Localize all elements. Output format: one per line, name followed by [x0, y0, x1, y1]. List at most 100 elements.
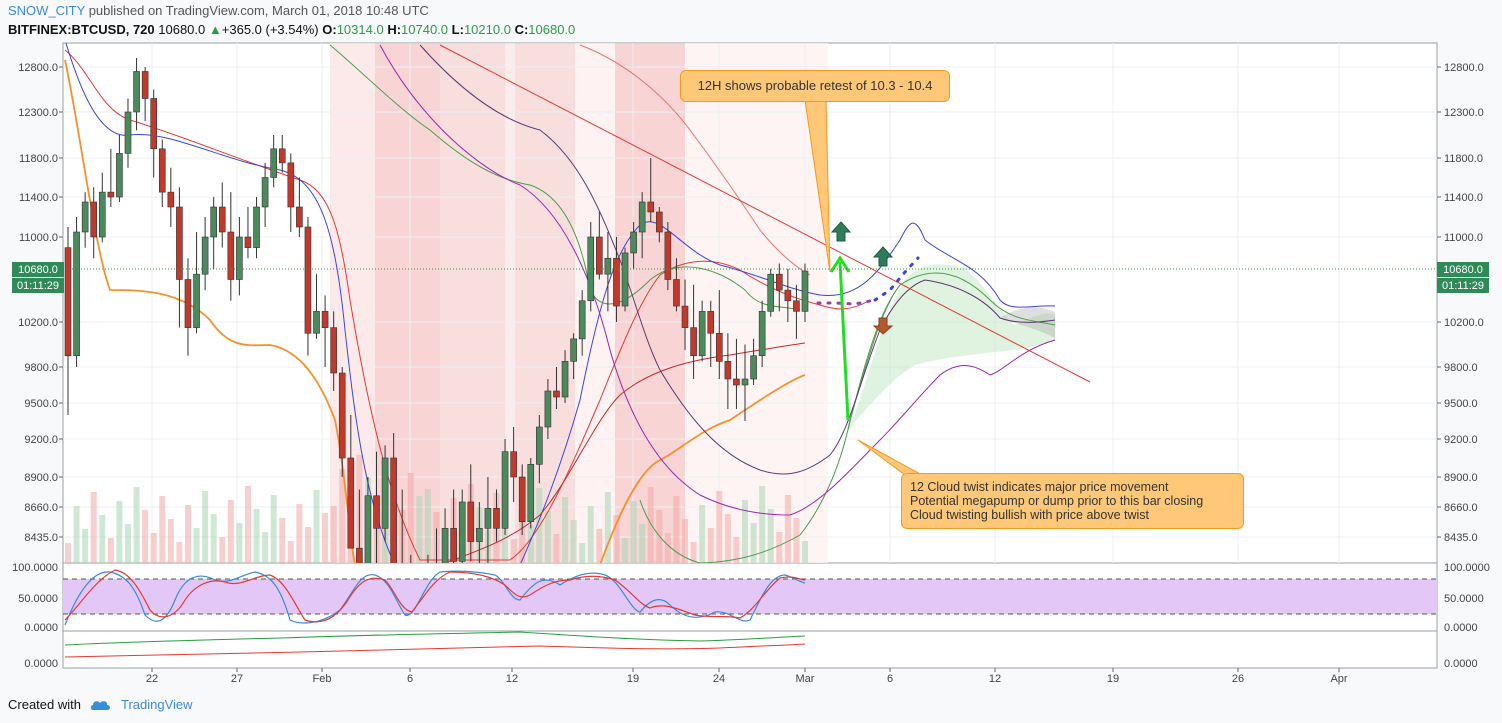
candle-body — [698, 311, 706, 357]
candle-body — [347, 457, 355, 549]
high-value: 10740.0 — [401, 22, 449, 37]
volume-bar — [184, 505, 191, 563]
up-arrow-icon — [830, 221, 852, 242]
green-move-arrowhead — [829, 255, 851, 273]
last-price: 10680.0 — [158, 22, 206, 37]
price-tick-label: 12800.0 — [1444, 62, 1484, 74]
candle-body — [90, 201, 98, 238]
red-envelope-line — [64, 49, 871, 561]
volume-bar — [159, 496, 166, 563]
volume-bar — [107, 538, 114, 563]
volume-bar — [116, 501, 123, 563]
candle-body — [707, 311, 715, 334]
volume-bar — [99, 515, 106, 563]
volume-bar — [630, 501, 637, 563]
candle-body — [784, 289, 792, 302]
candle-body — [758, 311, 766, 357]
candle-body — [716, 332, 723, 362]
up-arrow-icon — [872, 246, 894, 267]
price-tick-label: 8900.0 — [1444, 472, 1478, 484]
candle-body — [501, 451, 509, 529]
volume-bar — [776, 532, 783, 563]
tradingview-cloud-icon[interactable] — [89, 698, 113, 712]
price-tick-label: 11000.0 — [19, 232, 58, 244]
candle-body — [673, 279, 680, 307]
volume-bar — [553, 534, 560, 563]
volume-bar — [587, 506, 594, 563]
volume-bar — [142, 510, 149, 563]
candle-body — [167, 191, 175, 208]
candle-body — [321, 311, 329, 328]
left-price-axis: 12800.0 12300.0 11800.0 11400.0 11000.0 10200… — [18, 62, 63, 544]
osc-tick-label: 50.0000 — [18, 593, 58, 605]
volume-bar — [296, 504, 303, 563]
green-baseline-line — [639, 284, 901, 563]
candle-body — [441, 528, 449, 563]
dark-red-ma-line — [443, 342, 806, 563]
price-tick-label: 8660.0 — [1444, 502, 1478, 514]
volume-bar — [502, 516, 509, 563]
bottom-annotation[interactable]: 12 Cloud twist indicates major price mov… — [901, 473, 1244, 529]
price-tick-label: 8660.0 — [24, 502, 58, 514]
candle-body — [287, 162, 295, 208]
right-price-axis: 12800.0 12300.0 11800.0 11400.0 11000.0 10200… — [1437, 62, 1484, 544]
projection-dots-purple — [816, 298, 877, 306]
volume-bar — [313, 490, 320, 563]
volume-bar — [579, 543, 586, 563]
candle-body — [261, 177, 269, 208]
time-tick-label: Mar — [796, 673, 815, 685]
volume-bar — [690, 542, 697, 563]
time-tick-label: 6 — [887, 673, 893, 685]
down-arrow-icon — [872, 317, 894, 335]
volume-bar — [330, 506, 337, 563]
volume-bar — [236, 523, 243, 563]
candle-body — [604, 257, 612, 275]
candle-body — [647, 201, 655, 213]
candle-body — [218, 206, 226, 233]
future-cloud — [848, 264, 1055, 430]
candle-body — [801, 270, 809, 312]
annotation-line: Cloud twisting bullish with price above … — [910, 508, 1149, 522]
volume-bar — [227, 500, 234, 563]
top-annotation[interactable]: 12H shows probable retest of 10.3 - 10.4 — [680, 70, 950, 102]
volume-bar — [750, 523, 757, 563]
pink-upper-band — [579, 44, 811, 276]
volume-bar — [570, 520, 577, 563]
countdown-label-left: 01:11:29 — [17, 280, 59, 292]
price-tick-label: 9200.0 — [1444, 434, 1478, 446]
volume-bar — [767, 509, 774, 563]
shade-band — [440, 43, 505, 563]
candle-body — [373, 495, 380, 529]
volume-bar — [287, 541, 294, 563]
candle-body — [81, 201, 89, 233]
volume-bar — [219, 537, 226, 563]
candle-body — [270, 148, 277, 178]
price-tick-label: 9500.0 — [24, 398, 58, 410]
time-tick-label: 6 — [407, 673, 413, 685]
candle-body — [518, 476, 526, 522]
tradingview-link[interactable]: TradingView — [120, 697, 193, 712]
price-tick-label: 12300.0 — [1444, 107, 1484, 119]
candle-body — [638, 201, 646, 233]
candle-body — [578, 300, 586, 340]
candle-body — [296, 206, 303, 228]
candle-body — [244, 236, 252, 248]
close-value: 10680.0 — [528, 22, 576, 37]
candle-body — [381, 457, 389, 529]
volume-bar — [73, 506, 80, 563]
candle-body — [193, 273, 200, 328]
candle-body — [596, 236, 603, 275]
price-tick-label: 9800.0 — [24, 362, 58, 374]
volume-bar — [210, 514, 217, 563]
osc-tick-label: 100.0000 — [1444, 562, 1490, 574]
price-tick-label: 11400.0 — [1444, 192, 1483, 204]
change-value: +365.0 (+3.54%) — [221, 22, 319, 37]
author-link[interactable]: SNOW_CITY — [8, 3, 86, 18]
osc-tick-label: 100.0000 — [12, 562, 58, 574]
volume-bar — [544, 511, 551, 563]
candle-body — [98, 191, 106, 238]
symbol-info: BITFINEX:BTCUSD, 720 10680.0 ▲+365.0 (+3… — [8, 22, 575, 37]
candle-body — [176, 206, 183, 280]
price-tick-label: 11800.0 — [19, 153, 58, 165]
